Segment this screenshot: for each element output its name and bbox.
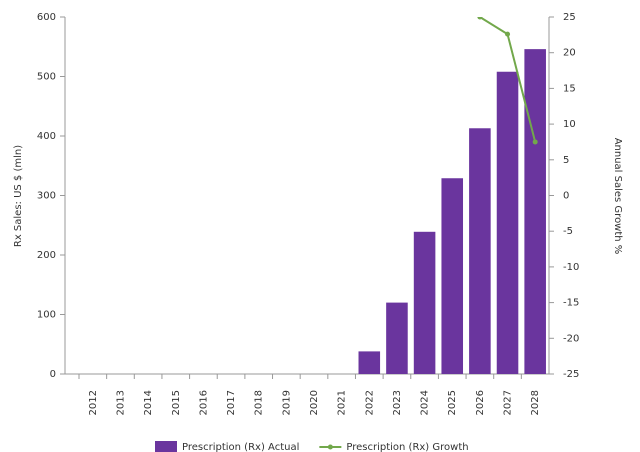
line-marker — [477, 17, 483, 20]
y-tick-label: 300 — [37, 191, 56, 202]
x-tick-label: 2015 — [171, 390, 182, 415]
y2-tick-label: 15 — [563, 83, 576, 94]
bar — [441, 178, 464, 374]
y-tick-label: 600 — [37, 12, 56, 23]
bar — [358, 351, 381, 374]
y-tick-label: 400 — [37, 131, 56, 142]
x-tick-label: 2028 — [530, 390, 541, 415]
x-tick-label: 2024 — [420, 390, 431, 415]
bar — [496, 71, 519, 375]
legend-swatch — [155, 441, 177, 452]
y2-axis-title: Annual Sales Growth % — [612, 138, 623, 255]
y2-tick-label: -5 — [563, 226, 573, 237]
x-tick-label: 2019 — [281, 390, 292, 415]
line-marker — [505, 31, 511, 37]
legend-label: Prescription (Rx) Actual — [182, 442, 299, 452]
bar — [386, 302, 408, 374]
y2-tick-label: -10 — [563, 262, 579, 273]
x-tick-label: 2014 — [143, 390, 154, 415]
x-tick-label: 2022 — [364, 390, 375, 415]
y2-tick-label: 5 — [563, 155, 569, 166]
x-tick-label: 2017 — [226, 390, 237, 415]
bar — [413, 231, 436, 374]
x-tick-label: 2026 — [475, 390, 486, 415]
bar — [524, 49, 546, 374]
x-tick-label: 2025 — [447, 390, 458, 415]
x-tick-label: 2027 — [503, 390, 514, 415]
y2-tick-label: 20 — [563, 48, 576, 59]
y2-tick-label: 10 — [563, 119, 576, 130]
bar — [469, 128, 491, 374]
y-tick-label: 100 — [37, 310, 56, 321]
y2-tick-label: 0 — [563, 191, 569, 202]
x-tick-label: 2020 — [309, 390, 320, 415]
y2-tick-label: 25 — [563, 12, 576, 23]
x-tick-label: 2018 — [254, 390, 265, 415]
y2-tick-label: -20 — [563, 333, 579, 344]
y-tick-label: 500 — [37, 72, 56, 83]
x-tick-label: 2012 — [88, 390, 99, 415]
legend-label: Prescription (Rx) Growth — [346, 442, 468, 452]
x-tick-label: 2021 — [337, 390, 348, 415]
x-tick-label: 2023 — [392, 390, 403, 415]
plot-area — [358, 17, 546, 375]
y-axis-title: Rx Sales: US $ (mln) — [13, 145, 24, 247]
legend-swatch — [327, 444, 333, 450]
x-tick-label: 2013 — [115, 390, 126, 415]
y2-tick-label: -25 — [563, 369, 579, 380]
y-tick-label: 0 — [50, 369, 56, 380]
y2-tick-label: -15 — [563, 298, 579, 309]
y-tick-label: 200 — [37, 250, 56, 261]
x-tick-label: 2016 — [198, 390, 209, 415]
line-marker — [532, 139, 538, 145]
